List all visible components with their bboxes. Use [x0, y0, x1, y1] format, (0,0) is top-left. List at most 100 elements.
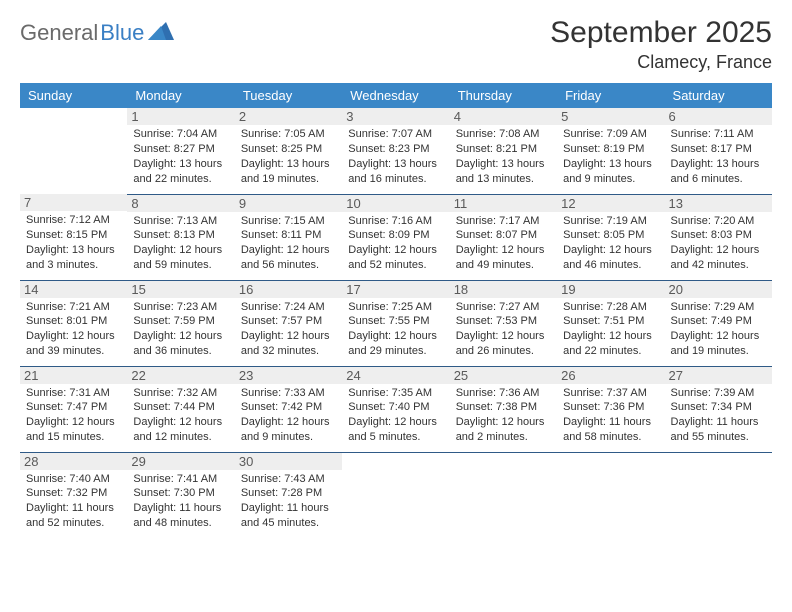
day-number: 18	[450, 281, 557, 298]
calendar-day-cell: 12Sunrise: 7:19 AMSunset: 8:05 PMDayligh…	[557, 194, 664, 280]
day-details: Sunrise: 7:17 AMSunset: 8:07 PMDaylight:…	[456, 214, 551, 273]
weekday-header: Wednesday	[342, 83, 449, 108]
day-details: Sunrise: 7:25 AMSunset: 7:55 PMDaylight:…	[348, 300, 443, 359]
weekday-header: Friday	[557, 83, 664, 108]
calendar-day-cell: 17 Sunrise: 7:25 AMSunset: 7:55 PMDayligh…	[342, 280, 449, 366]
day-details: Sunrise: 7:04 AMSunset: 8:27 PMDaylight:…	[133, 127, 228, 186]
day-number: 6	[665, 108, 772, 125]
day-number: 4	[450, 108, 557, 125]
calendar-day-cell: 25 Sunrise: 7:36 AMSunset: 7:38 PMDayligh…	[450, 366, 557, 452]
calendar-day-cell: 4Sunrise: 7:08 AMSunset: 8:21 PMDaylight…	[450, 108, 557, 194]
calendar-day-cell: 27 Sunrise: 7:39 AMSunset: 7:34 PMDayligh…	[665, 366, 772, 452]
day-number: 26	[557, 367, 664, 384]
day-details: Sunrise: 7:28 AMSunset: 7:51 PMDaylight:…	[563, 300, 658, 359]
day-number: 15	[127, 281, 234, 298]
day-number: 27	[665, 367, 772, 384]
day-number: 17	[342, 281, 449, 298]
day-number: 8	[127, 195, 234, 212]
calendar-day-cell: 18Sunrise: 7:27 AMSunset: 7:53 PMDayligh…	[450, 280, 557, 366]
day-details: Sunrise: 7:15 AMSunset: 8:11 PMDaylight:…	[241, 214, 336, 273]
location: Clamecy, France	[550, 52, 772, 73]
weekday-header: Tuesday	[235, 83, 342, 108]
day-details: Sunrise: 7:37 AMSunset: 7:36 PMDaylight:…	[563, 386, 658, 445]
day-number: 21	[20, 367, 127, 384]
calendar-day-cell: 5Sunrise: 7:09 AMSunset: 8:19 PMDaylight…	[557, 108, 664, 194]
calendar-week-row: 21Sunrise: 7:31 AMSunset: 7:47 PMDayligh…	[20, 366, 772, 452]
day-number: 1	[127, 108, 234, 125]
calendar-day-cell: 9 Sunrise: 7:15 AMSunset: 8:11 PMDaylight…	[235, 194, 342, 280]
month-title: September 2025	[550, 16, 772, 50]
calendar-day-cell: 15 Sunrise: 7:23 AMSunset: 7:59 PMDayligh…	[127, 280, 234, 366]
day-number: 22	[127, 367, 234, 384]
day-number: 16	[235, 281, 342, 298]
day-details: Sunrise: 7:36 AMSunset: 7:38 PMDaylight:…	[456, 386, 551, 445]
day-details: Sunrise: 7:41 AMSunset: 7:30 PMDaylight:…	[133, 472, 228, 531]
brand-logo: GeneralBlue	[20, 20, 174, 46]
calendar-day-cell: 13 Sunrise: 7:20 AMSunset: 8:03 PMDayligh…	[665, 194, 772, 280]
logo-triangle-icon	[148, 22, 174, 45]
calendar-empty-cell	[20, 108, 127, 194]
day-number: 11	[450, 195, 557, 212]
day-details: Sunrise: 7:05 AMSunset: 8:25 PMDaylight:…	[241, 127, 336, 186]
calendar-week-row: 7 Sunrise: 7:12 AMSunset: 8:15 PMDaylight…	[20, 194, 772, 280]
calendar-day-cell: 8Sunrise: 7:13 AMSunset: 8:13 PMDaylight…	[127, 194, 234, 280]
calendar-day-cell: 24 Sunrise: 7:35 AMSunset: 7:40 PMDayligh…	[342, 366, 449, 452]
day-details: Sunrise: 7:35 AMSunset: 7:40 PMDaylight:…	[348, 386, 443, 445]
calendar-empty-cell	[557, 452, 664, 538]
weekday-header: Saturday	[665, 83, 772, 108]
weekday-header: Monday	[127, 83, 234, 108]
calendar-day-cell: 1 Sunrise: 7:04 AMSunset: 8:27 PMDaylight…	[127, 108, 234, 194]
day-details: Sunrise: 7:39 AMSunset: 7:34 PMDaylight:…	[671, 386, 766, 445]
day-details: Sunrise: 7:23 AMSunset: 7:59 PMDaylight:…	[133, 300, 228, 359]
calendar-day-cell: 23 Sunrise: 7:33 AMSunset: 7:42 PMDayligh…	[235, 366, 342, 452]
calendar-day-cell: 7 Sunrise: 7:12 AMSunset: 8:15 PMDaylight…	[20, 194, 127, 280]
brand-part2: Blue	[100, 20, 144, 46]
calendar-day-cell: 14 Sunrise: 7:21 AMSunset: 8:01 PMDayligh…	[20, 280, 127, 366]
day-number: 24	[342, 367, 449, 384]
calendar-week-row: 1 Sunrise: 7:04 AMSunset: 8:27 PMDaylight…	[20, 108, 772, 194]
day-details: Sunrise: 7:12 AMSunset: 8:15 PMDaylight:…	[26, 213, 121, 272]
day-details: Sunrise: 7:07 AMSunset: 8:23 PMDaylight:…	[348, 127, 443, 186]
day-number: 3	[342, 108, 449, 125]
day-details: Sunrise: 7:09 AMSunset: 8:19 PMDaylight:…	[563, 127, 658, 186]
day-number: 29	[127, 453, 234, 470]
calendar-day-cell: 29 Sunrise: 7:41 AMSunset: 7:30 PMDayligh…	[127, 452, 234, 538]
day-details: Sunrise: 7:11 AMSunset: 8:17 PMDaylight:…	[671, 127, 766, 186]
day-details: Sunrise: 7:20 AMSunset: 8:03 PMDaylight:…	[671, 214, 766, 273]
day-details: Sunrise: 7:33 AMSunset: 7:42 PMDaylight:…	[241, 386, 336, 445]
day-number: 14	[20, 281, 127, 298]
day-details: Sunrise: 7:40 AMSunset: 7:32 PMDaylight:…	[26, 472, 121, 531]
day-details: Sunrise: 7:21 AMSunset: 8:01 PMDaylight:…	[26, 300, 121, 359]
header: GeneralBlue September 2025 Clamecy, Fran…	[20, 16, 772, 73]
calendar-day-cell: 6 Sunrise: 7:11 AMSunset: 8:17 PMDaylight…	[665, 108, 772, 194]
day-number: 9	[235, 195, 342, 212]
calendar-day-cell: 11 Sunrise: 7:17 AMSunset: 8:07 PMDayligh…	[450, 194, 557, 280]
calendar-day-cell: 3 Sunrise: 7:07 AMSunset: 8:23 PMDaylight…	[342, 108, 449, 194]
calendar-week-row: 14 Sunrise: 7:21 AMSunset: 8:01 PMDayligh…	[20, 280, 772, 366]
calendar-day-cell: 30 Sunrise: 7:43 AMSunset: 7:28 PMDayligh…	[235, 452, 342, 538]
day-details: Sunrise: 7:32 AMSunset: 7:44 PMDaylight:…	[133, 386, 228, 445]
day-number: 7	[20, 194, 127, 211]
calendar-day-cell: 26 Sunrise: 7:37 AMSunset: 7:36 PMDayligh…	[557, 366, 664, 452]
calendar-empty-cell	[342, 452, 449, 538]
day-number: 23	[235, 367, 342, 384]
day-details: Sunrise: 7:43 AMSunset: 7:28 PMDaylight:…	[241, 472, 336, 531]
day-number: 25	[450, 367, 557, 384]
calendar-empty-cell	[665, 452, 772, 538]
calendar-day-cell: 22 Sunrise: 7:32 AMSunset: 7:44 PMDayligh…	[127, 366, 234, 452]
day-number: 10	[342, 195, 449, 212]
calendar-body: 1 Sunrise: 7:04 AMSunset: 8:27 PMDaylight…	[20, 108, 772, 538]
day-number: 30	[235, 453, 342, 470]
day-details: Sunrise: 7:29 AMSunset: 7:49 PMDaylight:…	[671, 300, 766, 359]
day-details: Sunrise: 7:24 AMSunset: 7:57 PMDaylight:…	[241, 300, 336, 359]
calendar-day-cell: 28Sunrise: 7:40 AMSunset: 7:32 PMDayligh…	[20, 452, 127, 538]
calendar-empty-cell	[450, 452, 557, 538]
calendar-day-cell: 21Sunrise: 7:31 AMSunset: 7:47 PMDayligh…	[20, 366, 127, 452]
weekday-header-row: SundayMondayTuesdayWednesdayThursdayFrid…	[20, 83, 772, 108]
day-number: 13	[665, 195, 772, 212]
day-number: 2	[235, 108, 342, 125]
weekday-header: Sunday	[20, 83, 127, 108]
day-number: 19	[557, 281, 664, 298]
calendar-week-row: 28Sunrise: 7:40 AMSunset: 7:32 PMDayligh…	[20, 452, 772, 538]
calendar-day-cell: 10Sunrise: 7:16 AMSunset: 8:09 PMDayligh…	[342, 194, 449, 280]
